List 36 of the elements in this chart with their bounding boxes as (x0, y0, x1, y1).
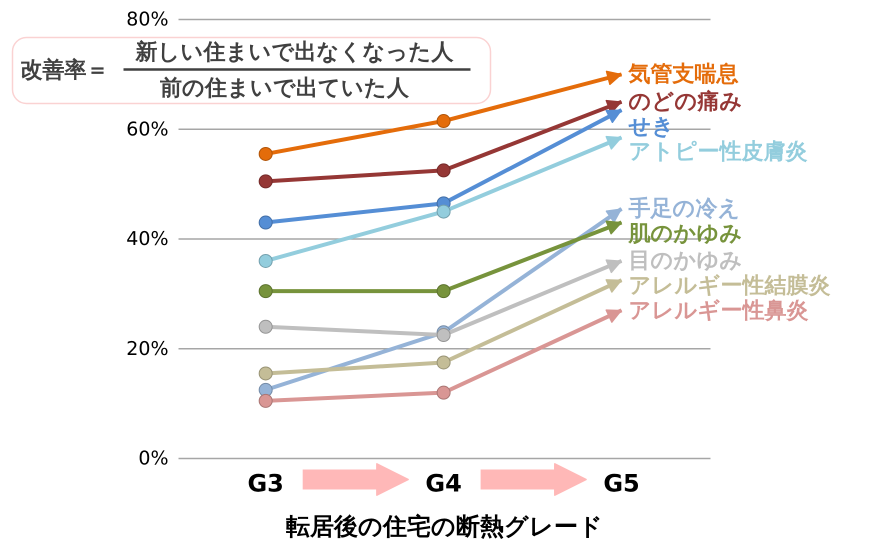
x-tick-label: G3 (247, 470, 284, 498)
point (436, 328, 451, 342)
y-tick-label: 40% (126, 228, 169, 250)
legend-label: 手足の冷え (628, 196, 741, 222)
text: 改善率＝ (20, 57, 108, 83)
point (436, 163, 451, 178)
y-tick-label: 60% (126, 118, 169, 140)
legend-label: 目のかゆみ (628, 248, 743, 274)
point (258, 284, 273, 298)
point (436, 386, 451, 400)
point (258, 394, 273, 408)
y-tick-label: 80% (126, 8, 169, 30)
annotation: 前の住まいで出ていた人 (159, 76, 410, 101)
x-tick-label: G4 (425, 470, 462, 498)
legend-label: アトピー性皮膚炎 (628, 139, 808, 164)
legend-label: 気管支喘息 (628, 62, 739, 87)
x-axis-title: 転居後の住宅の断熱グレード (286, 512, 603, 540)
y-tick-label: 20% (126, 338, 169, 360)
x-tick-label: G5 (603, 470, 640, 498)
point (258, 216, 273, 230)
series-label: せき (628, 114, 675, 140)
point (436, 114, 451, 128)
point (258, 174, 273, 188)
point (258, 254, 273, 268)
annotation: 新しい住まいで出なくなった人 (134, 39, 454, 65)
legend-label: アレルギー性結膜炎 (628, 273, 831, 298)
point (258, 146, 273, 161)
point (436, 204, 451, 219)
point (436, 355, 451, 370)
point (258, 320, 273, 334)
legend-label: のどの痛み (628, 89, 743, 114)
y-tick-label: 0% (138, 448, 169, 470)
legend-label: 肌のかゆみ (628, 221, 743, 246)
legend-label: アレルギー性鼻炎 (628, 298, 809, 324)
point (436, 284, 451, 298)
point (258, 366, 273, 380)
